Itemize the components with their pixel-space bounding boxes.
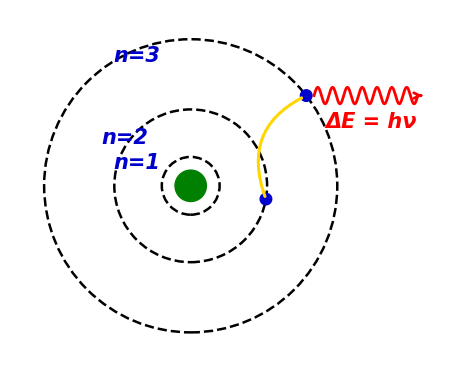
Text: n=1: n=1	[113, 153, 160, 173]
Text: n=2: n=2	[101, 128, 148, 148]
Text: ΔE = hν: ΔE = hν	[325, 113, 416, 132]
FancyArrowPatch shape	[258, 98, 301, 197]
Circle shape	[260, 193, 271, 205]
Circle shape	[300, 90, 311, 101]
Circle shape	[175, 170, 206, 202]
Text: n=3: n=3	[113, 46, 160, 66]
